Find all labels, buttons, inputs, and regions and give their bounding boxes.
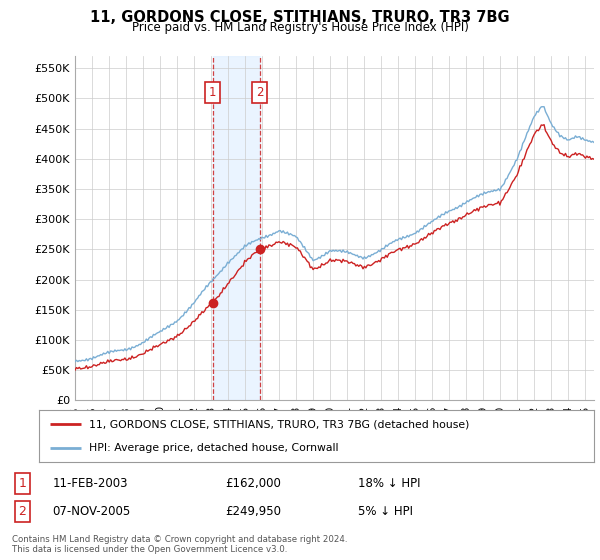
Text: 5% ↓ HPI: 5% ↓ HPI: [358, 505, 413, 518]
Text: 11, GORDONS CLOSE, STITHIANS, TRURO, TR3 7BG: 11, GORDONS CLOSE, STITHIANS, TRURO, TR3…: [90, 10, 510, 25]
Text: 11-FEB-2003: 11-FEB-2003: [52, 477, 128, 490]
Text: 2: 2: [256, 86, 263, 99]
Text: £249,950: £249,950: [225, 505, 281, 518]
Text: 1: 1: [19, 477, 26, 490]
Text: 07-NOV-2005: 07-NOV-2005: [52, 505, 131, 518]
Text: 18% ↓ HPI: 18% ↓ HPI: [358, 477, 420, 490]
Bar: [213, 56, 260, 400]
Text: Contains HM Land Registry data © Crown copyright and database right 2024.
This d: Contains HM Land Registry data © Crown c…: [12, 535, 347, 554]
Text: Price paid vs. HM Land Registry's House Price Index (HPI): Price paid vs. HM Land Registry's House …: [131, 21, 469, 34]
Text: 11, GORDONS CLOSE, STITHIANS, TRURO, TR3 7BG (detached house): 11, GORDONS CLOSE, STITHIANS, TRURO, TR3…: [89, 419, 469, 430]
Text: 1: 1: [209, 86, 217, 99]
Text: HPI: Average price, detached house, Cornwall: HPI: Average price, detached house, Corn…: [89, 443, 338, 453]
Text: 2: 2: [19, 505, 26, 518]
Text: £162,000: £162,000: [225, 477, 281, 490]
